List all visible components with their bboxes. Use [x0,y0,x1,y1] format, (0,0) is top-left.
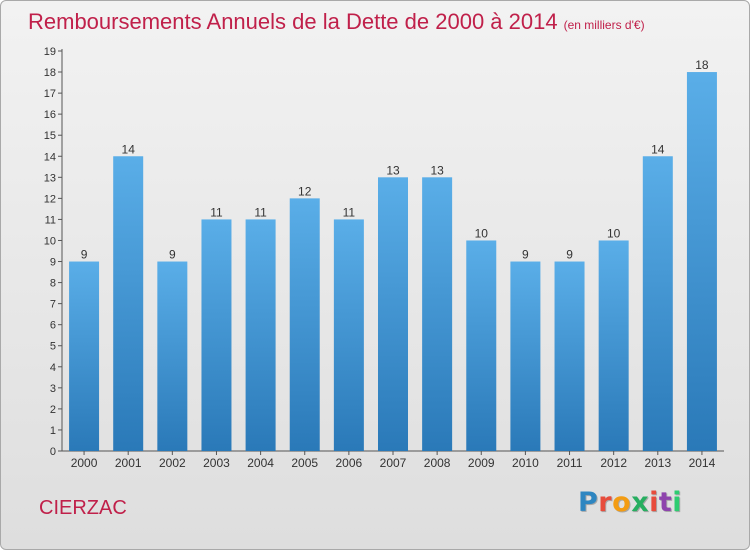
y-tick-label: 12 [44,193,56,205]
x-tick-label: 2013 [644,456,671,470]
y-tick-label: 11 [45,214,56,226]
bar-value-label: 13 [430,163,444,177]
y-tick-label: 10 [44,235,56,247]
bar-value-label: 12 [298,184,312,198]
bar-value-label: 11 [343,205,356,219]
bar-2006 [333,219,364,451]
bar-value-label: 14 [122,142,136,156]
x-tick-label: 2001 [115,456,142,470]
y-tick-label: 5 [50,341,56,353]
bar-value-label: 9 [81,248,88,262]
bar-2013 [642,156,673,451]
logo-letter: r [598,487,613,518]
x-tick-label: 2010 [512,456,539,470]
x-tick-label: 2012 [600,456,627,470]
bar-2003 [201,219,232,451]
bar-value-label: 9 [169,248,176,262]
y-tick-label: 6 [50,320,56,332]
bar-2010 [510,261,541,451]
x-tick-label: 2000 [71,456,98,470]
bar-2005 [289,198,320,451]
bar-value-label: 13 [386,163,400,177]
bar-2012 [598,240,629,451]
chart-subtitle: (en milliers d'€) [563,18,645,32]
x-tick-label: 2007 [380,456,407,470]
logo-letter: i [649,487,659,518]
bar-2001 [113,156,144,451]
bar-value-label: 14 [651,142,665,156]
y-tick-label: 18 [44,67,56,79]
x-tick-label: 2009 [468,456,495,470]
bar-2000 [69,261,100,451]
bar-2008 [422,177,453,451]
y-tick-label: 9 [50,257,56,269]
y-tick-label: 0 [50,446,56,458]
x-tick-label: 2008 [424,456,451,470]
logo-letter: t [658,487,673,518]
logo-letter: o [612,487,632,518]
y-tick-label: 14 [44,151,56,163]
bar-value-label: 11 [254,205,267,219]
x-tick-label: 2011 [557,456,583,470]
logo-letter: x [631,487,650,518]
bar-2011 [554,261,585,451]
y-tick-label: 7 [50,299,56,311]
y-tick-label: 19 [44,46,56,58]
y-tick-label: 17 [44,88,56,100]
chart-title: Remboursements Annuels de la Dette de 20… [28,9,645,35]
logo-letter: i [672,487,683,518]
logo-letter: P [578,487,599,518]
y-tick-label: 13 [44,172,56,184]
y-tick-label: 2 [50,404,56,416]
bar-value-label: 11 [210,205,223,219]
bar-value-label: 9 [522,248,529,262]
x-tick-label: 2005 [291,456,318,470]
proxiti-logo: Proxiti [578,487,682,518]
x-tick-label: 2002 [159,456,186,470]
bar-value-label: 9 [566,248,573,262]
chart-title-text: Remboursements Annuels de la Dette de 20… [28,9,558,34]
bar-value-label: 10 [475,226,489,240]
y-tick-label: 1 [50,425,56,437]
town-name: CIERZAC [39,497,127,519]
x-tick-label: 2014 [689,456,716,470]
bar-2009 [466,240,497,451]
bar-2014 [686,72,717,451]
y-tick-label: 4 [50,362,56,374]
x-tick-label: 2004 [247,456,274,470]
x-tick-label: 2003 [203,456,230,470]
bar-2004 [245,219,276,451]
y-tick-label: 8 [50,278,56,290]
bar-value-label: 10 [607,226,621,240]
bar-2007 [378,177,408,451]
bar-value-label: 18 [695,58,709,72]
chart-bars: 9 14 9 11 11 12 11 13 13 10 9 9 10 14 18 [69,58,717,451]
y-tick-label: 3 [50,383,56,395]
y-tick-label: 15 [44,130,56,142]
y-tick-label: 16 [44,109,56,121]
x-tick-label: 2006 [336,456,363,470]
bar-2002 [157,261,188,451]
